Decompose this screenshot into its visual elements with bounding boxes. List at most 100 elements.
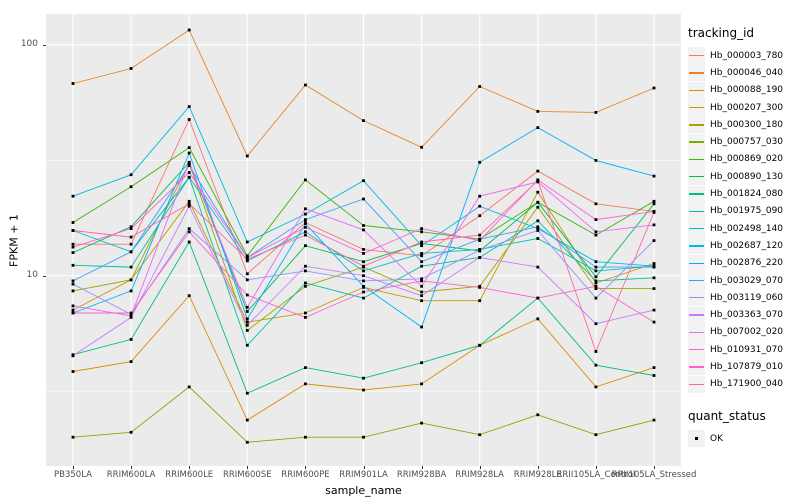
legend-label-Hb_003029_070: Hb_003029_070 [710,275,784,286]
data-point-Hb_003029_070-RRIM928LE [536,225,540,229]
x-tick-mark [363,466,365,469]
data-point-Hb_003119_060-RRIM928BA [420,277,423,281]
legend-label-Hb_000890_130: Hb_000890_130 [710,171,784,182]
data-point-Hb_000869_020-RRII105LA_Control [594,233,598,237]
data-point-Hb_000207_300-PB350LA [71,308,75,312]
legend-key-Hb_000869_020 [688,150,705,168]
data-point-Hb_000207_300-RRIM600LE [187,199,191,203]
data-point-Hb_002687_120-RRIM928LA [478,204,482,208]
data-point-Hb_000046_040-RRIM928LA [478,85,482,88]
data-point-Hb_000088_190-RRII105LA_Control [594,385,598,389]
legend-label-Hb_000003_780: Hb_000003_780 [710,50,784,61]
data-point-Hb_001975_090-RRIM600LA [129,265,133,269]
legend-key-Hb_000300_180 [688,116,705,134]
data-point-Hb_000757_030-RRIM928LA [478,433,482,437]
data-point-Hb_000757_030-RRIM600PE [304,435,307,439]
legend-label-Hb_002687_120: Hb_002687_120 [710,240,784,251]
data-point-Hb_000207_300-RRIM928LE [536,190,540,194]
legend-key-Hb_003119_060 [688,289,705,307]
legend-key-Hb_003029_070 [688,272,705,289]
data-point-Hb_000890_130-RRIM901LA [362,260,365,264]
data-point-Hb_001824_080-RRII105LA_Control [594,363,598,367]
data-point-Hb_002687_120-PB350LA [71,194,75,198]
legend-label-Hb_010931_070: Hb_010931_070 [710,344,784,355]
data-point-Hb_000088_190-RRIM600LE [187,294,191,298]
data-point-Hb_002876_220-RRIM600SE [245,317,249,321]
data-point-Hb_003119_060-RRIM600SE [245,278,249,282]
legend-title-quant-status: quant_status [688,408,766,423]
legend-key-Hb_000046_040 [688,64,705,82]
data-point-Hb_000046_040-RRII105LA_Stressed [652,86,656,90]
data-point-Hb_001975_090-PB350LA [71,263,75,267]
legend-entry-Hb_000757_030: Hb_000757_030 [688,133,800,151]
legend-key-Hb_002498_140 [688,220,705,238]
data-point-Hb_007002_020-RRIM600PE [304,207,307,211]
data-point-Hb_171900_040-RRIM600LE [187,202,191,206]
data-point-Hb_003119_060-RRIM600PE [304,269,307,273]
data-point-Hb_000088_190-RRIM928BA [420,382,423,386]
data-point-Hb_000869_020-RRIM600LA [129,185,133,189]
data-point-Hb_002498_140-RRIM901LA [362,269,365,273]
data-point-Hb_171900_040-RRIM901LA [362,264,365,268]
legend-entry-Hb_002687_120: Hb_002687_120 [688,237,800,255]
data-point-Hb_000003_780-RRII105LA_Control [594,202,598,206]
y-axis-title: FPKM + 1 [7,214,21,267]
data-point-Hb_000757_030-RRIM600LA [129,430,133,434]
ok-point-key [688,430,705,448]
data-point-Hb_000890_130-RRIM600SE [245,310,249,313]
data-point-Hb_003029_070-RRIM600LA [129,250,133,254]
x-tick-mark [479,466,481,469]
data-point-Hb_171900_040-RRIM600SE [245,257,249,261]
data-point-Hb_000003_780-PB350LA [71,242,75,246]
legend-key-Hb_171900_040 [688,375,705,393]
legend-label-Hb_000757_030: Hb_000757_030 [710,137,784,148]
data-point-Hb_000757_030-PB350LA [71,435,75,439]
data-point-Hb_002687_120-RRIM600LE [187,105,191,108]
legend-entry-ok: OK [688,430,800,448]
data-point-Hb_007002_020-RRIM928LA [478,194,482,198]
data-point-Hb_002687_120-RRII105LA_Control [594,260,598,264]
legend-key-Hb_010931_070 [688,341,705,359]
legend-label-Hb_001975_090: Hb_001975_090 [710,206,784,217]
data-point-Hb_171900_040-RRII105LA_Control [594,350,598,353]
legend-label-Hb_000207_300: Hb_000207_300 [710,102,784,113]
data-point-Hb_001975_090-RRIM901LA [362,296,365,300]
data-point-Hb_107879_010-RRIM928LE [536,296,540,300]
data-point-Hb_002876_220-RRIM928BA [420,325,423,329]
legend-key-Hb_000207_300 [688,99,705,117]
data-point-Hb_000088_190-PB350LA [71,370,75,373]
x-tick-mark [73,466,74,469]
data-point-Hb_003363_070-RRIM928LE [536,265,540,269]
x-tick-mark [654,466,655,469]
x-tick-mark [595,466,597,469]
legend: tracking_id Hb_000003_780 Hb_000046_040 Hb… [688,26,800,448]
data-point-Hb_000088_190-RRIM600LA [129,360,133,363]
data-point-Hb_000300_180-RRIM600SE [245,329,249,332]
data-point-Hb_003363_070-RRII105LA_Stressed [652,308,656,312]
data-point-Hb_000869_020-RRIM928BA [420,230,423,234]
data-point-Hb_002687_120-RRIM600PE [304,212,307,216]
data-point-Hb_003363_070-RRIM901LA [362,274,365,278]
data-point-Hb_000207_300-RRII105LA_Control [594,281,598,285]
data-point-Hb_107879_010-RRIM600LE [187,230,191,234]
legend-label-Hb_171900_040: Hb_171900_040 [710,379,784,390]
legend-entry-Hb_003029_070: Hb_003029_070 [688,272,800,289]
data-point-Hb_002876_220-RRII105LA_Control [594,159,598,162]
data-point-Hb_000890_130-RRIM600LA [129,225,133,229]
x-tick-label-RRIM600PE: RRIM600PE [281,470,330,480]
data-point-Hb_003119_060-RRII105LA_Stressed [652,239,656,242]
legend-key-Hb_001975_090 [688,202,705,220]
data-point-Hb_000757_030-RRIM928LE [536,413,540,417]
data-point-Hb_001824_080-RRIM928LA [478,343,482,347]
data-point-Hb_171900_040-RRIM600PE [304,233,307,237]
data-point-Hb_003029_070-RRIM901LA [362,197,365,201]
legend-label-Hb_001824_080: Hb_001824_080 [710,189,784,200]
x-tick-label-RRIM600LE: RRIM600LE [165,470,214,480]
data-point-Hb_003363_070-RRIM600LE [187,204,191,208]
data-point-Hb_000869_020-RRIM600SE [245,254,249,258]
data-point-Hb_107879_010-PB350LA [71,311,75,315]
x-tick-label-RRIM928LE: RRIM928LE [513,470,562,480]
data-point-Hb_000757_030-RRIM928BA [420,421,423,425]
legend-entry-Hb_000300_180: Hb_000300_180 [688,116,800,134]
